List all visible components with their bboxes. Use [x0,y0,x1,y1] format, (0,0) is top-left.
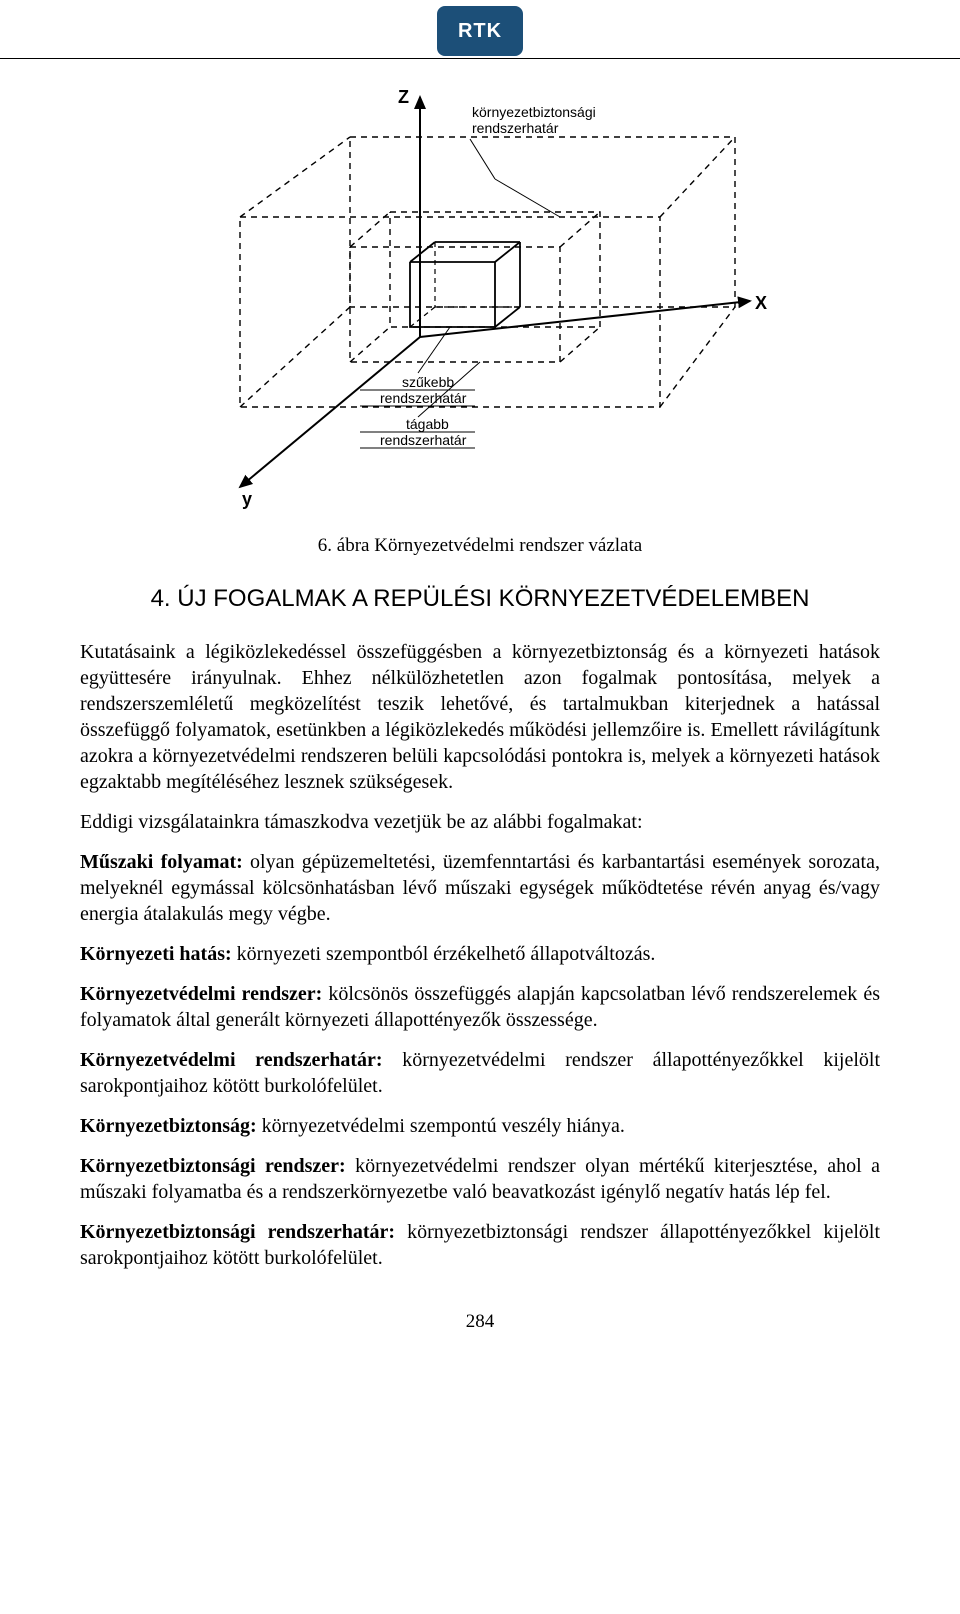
outer-box [240,137,735,407]
def-term: Környezetbiztonsági rendszerhatár: [80,1221,395,1243]
def-text: környezetvédelmi szempontú veszély hiány… [257,1115,625,1137]
def-term: Környezetvédelmi rendszerhatár: [80,1049,383,1071]
z-axis-label: Z [398,87,409,107]
def-kornyezetvedelmi-rendszer: Környezetvédelmi rendszer: kölcsönös öss… [80,981,880,1033]
logo-badge: RTK [437,6,523,56]
def-kornyezeti-hatas: Környezeti hatás: környezeti szempontból… [80,941,880,967]
label-env-safety-1: környezetbiztonsági [472,104,596,120]
inner-label-leader [418,327,450,373]
def-term: Műszaki folyamat: [80,851,243,873]
label-narrow-2: rendszerhatár [380,390,467,406]
def-term: Környezetbiztonság: [80,1115,257,1137]
logo-text: RTK [458,20,502,43]
y-axis-label: y [242,489,252,509]
def-kornyezetvedelmi-rendszerhatar: Környezetvédelmi rendszerhatár: környeze… [80,1047,880,1099]
label-env-safety-2: rendszerhatár [472,120,559,136]
x-axis-label: X [755,293,767,313]
y-axis [240,337,420,487]
def-term: Környezetbiztonsági rendszer: [80,1155,346,1177]
inner-box [410,242,520,327]
paragraph-2: Eddigi vizsgálatainkra támaszkodva vezet… [80,809,880,835]
page-header: RTK [0,0,960,59]
figure-caption: 6. ábra Környezetvédelmi rendszer vázlat… [80,535,880,557]
def-kornyezetbiztonsagi-rendszer: Környezetbiztonsági rendszer: környezetv… [80,1153,880,1205]
def-muszaki-folyamat: Műszaki folyamat: olyan gépüzemeltetési,… [80,849,880,927]
mid-box [350,212,600,362]
page-content: Z X y [0,77,960,1333]
top-label-leader [470,139,495,179]
def-term: Környezeti hatás: [80,943,232,965]
def-text: környezeti szempontból érzékelhető állap… [232,943,656,965]
paragraph-1: Kutatásaink a légiközlekedéssel összefüg… [80,639,880,795]
def-kornyezetbiztonsag: Környezetbiztonság: környezetvédelmi sze… [80,1113,880,1139]
page-number: 284 [80,1311,880,1333]
def-term: Környezetvédelmi rendszer: [80,983,322,1005]
def-kornyezetbiztonsagi-rendszerhatar: Környezetbiztonsági rendszerhatár: körny… [80,1219,880,1271]
label-wide-2: rendszerhatár [380,432,467,448]
section-4-title: 4. ÚJ FOGALMAK A REPÜLÉSI KÖRNYEZETVÉDEL… [80,585,880,613]
label-wide-1: tágabb [406,416,449,432]
figure-6: Z X y [80,77,880,517]
system-boundary-diagram: Z X y [180,77,780,517]
label-narrow-1: szűkebb [402,374,454,390]
